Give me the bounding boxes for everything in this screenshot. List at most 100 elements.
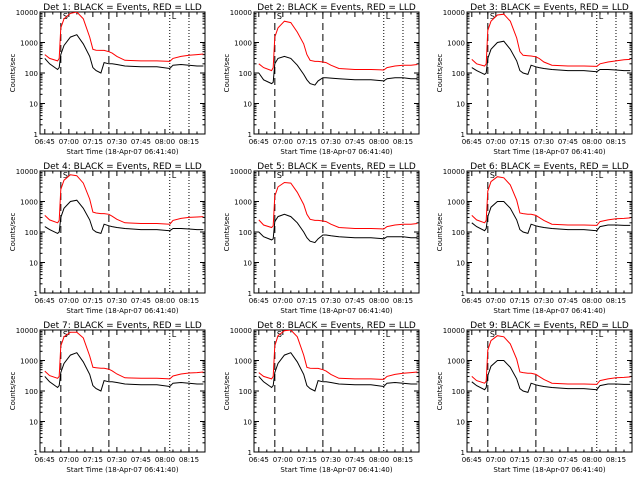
y-axis-label: Counts/sec [9,213,17,252]
y-tick-label: 1000 [447,358,465,366]
y-tick-label: 1 [461,131,465,139]
panel-det-6: Det 6: BLACK = Events, RED = LLD 1 10 100 10… [436,162,633,315]
y-tick-label: 1000 [447,199,465,207]
x-tick-label: 08:00 [582,456,602,464]
y-tick-label: 100 [25,388,38,396]
y-tick-label: 10000 [16,9,38,17]
x-tick-label: 08:00 [369,456,389,464]
x-tick-label: 07:45 [345,456,365,464]
y-tick-label: 100 [239,388,252,396]
y-tick-label: 100 [25,229,38,237]
panel-title: Det 3: BLACK = Events, RED = LLD [470,3,629,13]
plot-frame [466,170,633,294]
x-tick-label: 08:00 [582,297,602,305]
series-line-events [471,40,631,76]
x-tick-label: 07:45 [558,456,578,464]
x-axis-label: Start Time (18-Apr-07 06:41:40) [493,466,605,474]
flag-l-label: L [599,171,604,180]
x-tick-label: 07:00 [59,456,79,464]
flag-l-label: L [386,12,391,21]
panel-det-5: Det 5: BLACK = Events, RED = LLD 1 10 100 10… [223,162,420,315]
x-tick-label: 08:00 [582,138,602,146]
x-axis-label: Start Time (18-Apr-07 06:41:40) [66,148,178,156]
flag-s-label: S [490,171,495,180]
series-line-events [471,360,631,394]
y-tick-label: 1000 [234,199,252,207]
y-tick-label: 10000 [230,168,252,176]
x-tick-label: 07:15 [510,456,530,464]
flag-l-label: L [386,171,391,180]
series-line-lld [258,20,418,72]
y-axis-label: Counts/sec [223,372,231,411]
y-tick-label: 10 [29,101,38,109]
plot-data [258,20,418,86]
plot-data [471,13,631,76]
panel-title: Det 4: BLACK = Events, RED = LLD [43,162,202,172]
x-tick-label: 08:00 [155,456,175,464]
y-tick-label: 10000 [443,9,465,17]
plot-frame [39,329,206,453]
panel-title: Det 6: BLACK = Events, RED = LLD [470,162,629,172]
y-tick-label: 100 [452,229,465,237]
series-line-events [44,199,204,235]
y-tick-label: 10000 [16,168,38,176]
x-tick-label: 07:30 [534,138,554,146]
series-line-events [44,34,204,74]
flag-s-label: S [277,171,282,180]
x-axis-label: Start Time (18-Apr-07 06:41:40) [280,466,392,474]
y-tick-label: 100 [239,70,252,78]
x-tick-label: 08:15 [179,138,199,146]
panel-det-9: Det 9: BLACK = Events, RED = LLD 1 10 100 10… [436,321,633,474]
x-axis-label: Start Time (18-Apr-07 06:41:40) [493,148,605,156]
x-tick-label: 07:00 [273,138,293,146]
flag-s-label: S [490,330,495,339]
y-axis-label: Counts/sec [9,372,17,411]
x-tick-label: 08:15 [393,456,413,464]
y-tick-label: 10000 [16,327,38,335]
x-tick-label: 07:15 [83,297,103,305]
y-axis-label: Counts/sec [9,54,17,93]
y-axis-label: Counts/sec [436,54,444,93]
y-axis-label: Counts/sec [436,213,444,252]
series-line-events [258,55,418,86]
x-axis-label: Start Time (18-Apr-07 06:41:40) [66,466,178,474]
y-tick-label: 1000 [20,40,38,48]
plot-data [471,335,631,394]
x-tick-label: 08:00 [369,297,389,305]
x-tick-label: 07:15 [83,456,103,464]
y-tick-label: 1 [461,290,465,298]
x-tick-label: 07:45 [345,297,365,305]
y-tick-label: 1 [34,290,38,298]
x-tick-label: 06:45 [35,138,55,146]
y-tick-label: 1 [248,131,252,139]
panel-det-3: Det 3: BLACK = Events, RED = LLD 1 10 100 10… [436,3,633,156]
panel-det-1: Det 1: BLACK = Events, RED = LLD 1 10 100 10… [9,3,206,156]
y-tick-label: 100 [452,70,465,78]
series-line-lld [471,13,631,67]
plot-frame [39,11,206,135]
x-tick-label: 07:15 [297,456,317,464]
x-tick-label: 07:00 [486,456,506,464]
x-tick-label: 06:45 [35,456,55,464]
y-tick-label: 1 [34,449,38,457]
x-tick-label: 07:30 [321,297,341,305]
x-tick-label: 07:30 [534,297,554,305]
panel-det-4: Det 4: BLACK = Events, RED = LLD 1 10 100 10… [9,162,206,315]
panel-det-7: Det 7: BLACK = Events, RED = LLD 1 10 100 10… [9,321,206,474]
y-tick-label: 10 [243,260,252,268]
panel-title: Det 2: BLACK = Events, RED = LLD [257,3,416,13]
x-tick-label: 07:30 [107,297,127,305]
y-tick-label: 10 [456,419,465,427]
x-tick-label: 07:15 [510,138,530,146]
y-tick-label: 10 [29,260,38,268]
panel-title: Det 5: BLACK = Events, RED = LLD [257,162,416,172]
panel-title: Det 8: BLACK = Events, RED = LLD [257,321,416,331]
series-line-lld [258,330,418,380]
y-axis-label: Counts/sec [223,54,231,93]
x-tick-label: 07:15 [510,297,530,305]
x-tick-label: 08:15 [606,297,626,305]
x-tick-label: 06:45 [462,456,482,464]
x-tick-label: 06:45 [249,138,269,146]
x-tick-label: 07:45 [558,297,578,305]
